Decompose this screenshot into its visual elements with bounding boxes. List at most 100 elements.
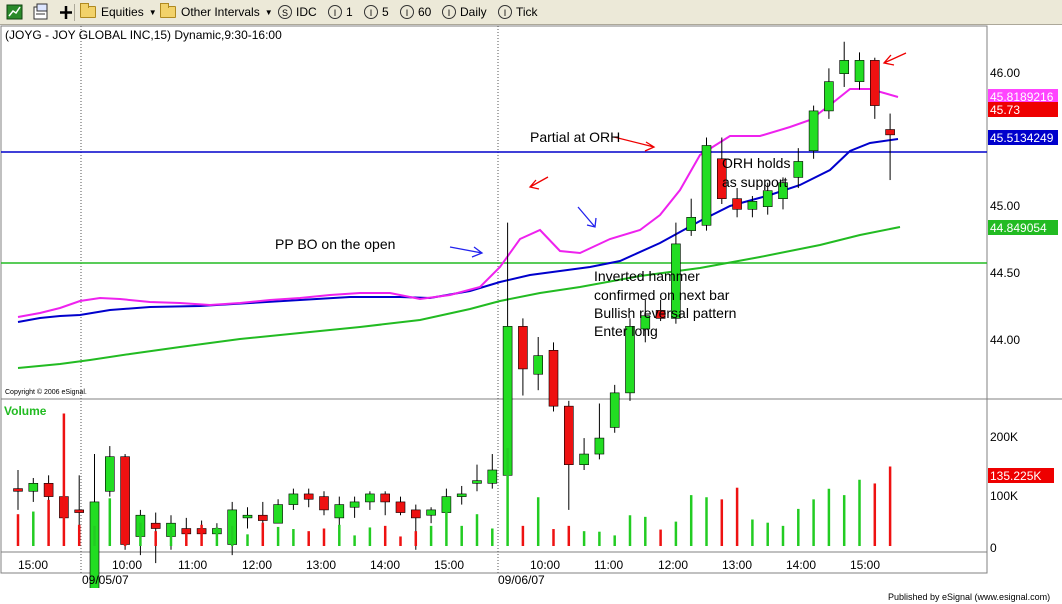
candle-down xyxy=(43,482,54,497)
annotations: PP BO on the open Partial at ORH ORH hol… xyxy=(275,129,790,339)
caret-down-icon: ▼ xyxy=(264,7,273,17)
time-tick-label: 15:00 xyxy=(434,558,464,572)
last-price-tag xyxy=(988,102,1058,117)
date-label: 09/05/07 xyxy=(82,573,129,587)
time-tick-label: 13:00 xyxy=(722,558,752,572)
pink-moving-average xyxy=(17,88,899,318)
annotation-arrows xyxy=(449,52,907,258)
annotation-enter-long: Enter long xyxy=(594,323,658,339)
interval-daily-button[interactable]: I Daily xyxy=(442,2,487,22)
candle-up xyxy=(349,501,360,508)
candle-up xyxy=(28,482,39,492)
interval-tick-button[interactable]: I Tick xyxy=(498,2,538,22)
red-arrow-icon xyxy=(528,176,549,190)
volume-series xyxy=(16,413,892,546)
candle-down xyxy=(518,326,528,370)
ma-tag-blue-label: 45.5134249 xyxy=(990,131,1054,145)
ma-tag-blue xyxy=(988,130,1058,145)
time-tick-label: 14:00 xyxy=(786,558,816,572)
green-moving-average xyxy=(17,226,901,369)
footer: Published by eSignal (www.esignal.com) xyxy=(0,588,1062,604)
annotation-as-support: as support xyxy=(722,174,787,190)
candle-up xyxy=(288,493,299,505)
interval-daily-label: Daily xyxy=(460,5,487,19)
date-label: 09/06/07 xyxy=(498,573,545,587)
copyright-label: Copyright © 2006 eSignal. xyxy=(5,388,87,396)
chart-canvas[interactable]: (JOYG - JOY GLOBAL INC,15) Dynamic,9:30-… xyxy=(0,25,1062,604)
candle-up xyxy=(824,81,834,112)
volume-last-tag xyxy=(988,468,1054,483)
volume-title: Volume xyxy=(4,404,47,418)
candle-down xyxy=(869,60,880,106)
candle-down xyxy=(303,493,314,500)
plot-frame xyxy=(0,25,988,574)
candle-up xyxy=(701,145,712,226)
ma-tag-green xyxy=(988,220,1058,235)
other-intervals-dropdown[interactable]: Other Intervals ▼ xyxy=(160,2,273,22)
candle-up xyxy=(487,469,498,484)
time-tick-label: 12:00 xyxy=(658,558,688,572)
equities-dropdown[interactable]: Equities ▼ xyxy=(80,2,157,22)
page-setup-icon[interactable] xyxy=(32,3,51,22)
candle-up xyxy=(747,201,758,210)
candle-up xyxy=(365,493,375,503)
chart-icon[interactable] xyxy=(6,3,25,22)
annotation-bullish-reversal: Bullish reversal pattern xyxy=(594,305,736,321)
candle-down xyxy=(319,496,329,511)
time-tick-label: 11:00 xyxy=(594,558,623,572)
candle-up xyxy=(609,392,620,428)
annotation-pp-bo: PP BO on the open xyxy=(275,236,395,252)
candle-down xyxy=(732,198,742,210)
candle-up xyxy=(778,182,788,199)
candle-up xyxy=(334,504,345,519)
interval-60-button[interactable]: I 60 xyxy=(400,2,431,22)
toolbar: Equities ▼ Other Intervals ▼ S IDC I 1 I… xyxy=(0,0,1062,25)
candle-down xyxy=(257,514,268,521)
annotation-confirmed: confirmed on next bar xyxy=(594,287,730,303)
candle-up xyxy=(854,60,865,82)
price-tick-label: 46.00 xyxy=(990,66,1020,80)
volume-tick-label: 200K xyxy=(990,430,1018,444)
s-circle-icon: S xyxy=(278,5,292,19)
candle-down xyxy=(13,488,23,492)
candle-down xyxy=(395,501,406,513)
volume-tick-label: 0 xyxy=(990,541,997,555)
annotation-orh-holds: ORH holds xyxy=(722,155,790,171)
candle-down xyxy=(410,509,421,519)
add-icon[interactable] xyxy=(57,3,76,22)
candle-up xyxy=(625,326,635,394)
volume-last-label: 135.225K xyxy=(990,469,1041,483)
red-arrow-icon xyxy=(613,136,656,152)
blue-arrow-icon xyxy=(577,206,597,228)
candle-up xyxy=(579,453,589,465)
price-axis: 46.00 45.00 44.50 44.00 xyxy=(990,66,1020,347)
interval-1-label: 1 xyxy=(346,5,353,19)
interval-60-label: 60 xyxy=(418,5,432,19)
i-circle-icon: I xyxy=(442,5,456,19)
candle-up xyxy=(594,437,605,455)
interval-5-button[interactable]: I 5 xyxy=(364,2,389,22)
candle-up xyxy=(533,355,544,375)
time-tick-label: 15:00 xyxy=(850,558,880,572)
other-intervals-label: Other Intervals xyxy=(181,5,260,19)
caret-down-icon: ▼ xyxy=(148,7,157,17)
ma-tag-pink-label: 45.8189216 xyxy=(990,90,1054,104)
blue-moving-average xyxy=(17,138,899,323)
time-tick-label: 13:00 xyxy=(306,558,336,572)
interval-1-button[interactable]: I 1 xyxy=(328,2,353,22)
chart-title: (JOYG - JOY GLOBAL INC,15) Dynamic,9:30-… xyxy=(5,28,282,42)
i-circle-icon: I xyxy=(400,5,414,19)
volume-tick-label: 100K xyxy=(990,489,1018,503)
candle-up xyxy=(808,110,819,152)
equities-label: Equities xyxy=(101,5,144,19)
annotation-inverted-hammer: Inverted hammer xyxy=(594,268,700,284)
price-tick-label: 44.50 xyxy=(990,266,1020,280)
toolbar-separator xyxy=(74,4,75,21)
time-axis: 15:00 10:00 11:00 12:00 13:00 14:00 15:0… xyxy=(18,558,880,587)
interval-idc-button[interactable]: S IDC xyxy=(278,2,317,22)
candle-up xyxy=(472,480,482,484)
candle-up xyxy=(686,217,697,231)
i-circle-icon: I xyxy=(498,5,512,19)
candle-down xyxy=(655,310,666,319)
candle-down xyxy=(716,158,727,199)
